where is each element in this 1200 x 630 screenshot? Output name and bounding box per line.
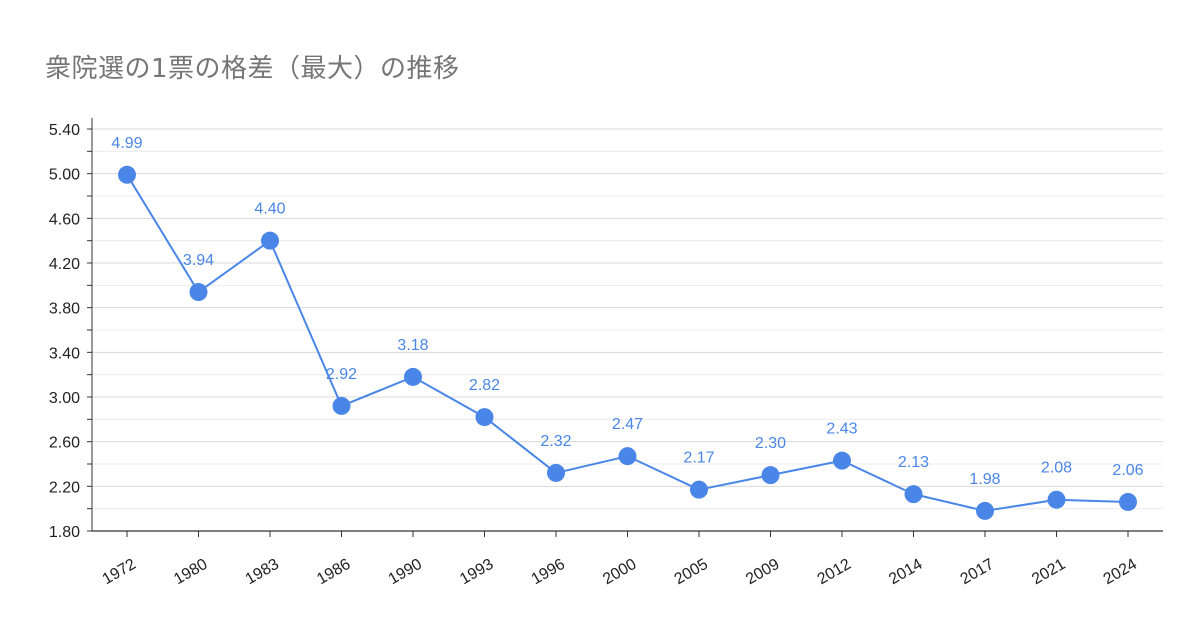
- x-tick-label: 1972: [100, 556, 139, 589]
- y-tick-label: 1.80: [49, 524, 80, 541]
- data-point: [833, 451, 851, 470]
- data-point: [118, 165, 136, 184]
- data-label: 2.82: [469, 377, 500, 394]
- data-point: [618, 447, 637, 466]
- x-tick-label: 1986: [314, 556, 353, 589]
- gridlines: [92, 128, 1163, 510]
- y-tick-label: 2.20: [49, 479, 80, 496]
- data-label: 4.40: [254, 201, 285, 218]
- data-point: [404, 367, 422, 386]
- axes: 1.80 2.20 2.60 3.00 3.40 3.80 4.20 4.60 5.00 5.40…: [49, 118, 1163, 588]
- y-tick-label: 3.80: [49, 301, 80, 318]
- data-label: 2.17: [683, 450, 714, 467]
- x-tick-label: 1980: [171, 556, 210, 589]
- x-tick-label: 1996: [529, 556, 568, 589]
- data-point: [690, 480, 708, 499]
- x-tick-label: 2024: [1101, 556, 1140, 589]
- data-point: [332, 396, 351, 415]
- x-tick-label: 1983: [243, 556, 282, 589]
- series-line-group: [118, 165, 1137, 520]
- data-point: [189, 283, 208, 302]
- x-tick-label: 2000: [600, 556, 639, 589]
- data-label: 2.43: [826, 421, 857, 438]
- x-tick-label: 2017: [958, 556, 997, 589]
- y-tick-label: 3.00: [49, 390, 80, 407]
- y-tick-label: 2.60: [49, 435, 80, 452]
- data-label: 2.32: [540, 433, 571, 450]
- x-tick-label: 1990: [386, 556, 425, 589]
- data-label: 2.08: [1041, 460, 1072, 477]
- x-tick-label: 2005: [672, 556, 711, 589]
- data-point: [904, 485, 923, 504]
- data-point: [475, 408, 494, 427]
- data-labels: 4.99 3.94 4.40 2.92 3.18 2.82 2.32 2.47 2.17 2.30…: [111, 135, 1143, 488]
- data-label: 4.99: [111, 135, 142, 152]
- chart-title: 衆院選の1票の格差（最大）の推移: [45, 54, 460, 84]
- data-label: 2.13: [898, 454, 929, 471]
- y-tick-label: 5.00: [49, 167, 80, 184]
- data-label: 2.06: [1112, 462, 1143, 479]
- data-label: 2.92: [326, 366, 357, 383]
- data-label: 3.94: [183, 252, 214, 269]
- data-point: [1047, 490, 1066, 509]
- data-point: [547, 463, 565, 482]
- x-tick-label: 2009: [743, 556, 782, 589]
- y-tick-label: 5.40: [49, 122, 80, 139]
- data-point: [1119, 492, 1137, 511]
- data-label: 3.18: [397, 337, 428, 354]
- data-point: [761, 466, 780, 485]
- y-tick-label: 3.40: [49, 345, 80, 362]
- x-tick-label: 2021: [1029, 556, 1068, 589]
- data-label: 2.47: [612, 416, 643, 433]
- y-tick-label: 4.60: [49, 211, 80, 228]
- x-tick-label: 2012: [815, 556, 854, 589]
- x-tick-label: 2014: [886, 556, 925, 589]
- data-label: 1.98: [969, 471, 1000, 488]
- data-label: 2.30: [755, 435, 786, 452]
- data-point: [261, 231, 279, 250]
- x-tick-label: 1993: [457, 556, 496, 589]
- y-tick-label: 4.20: [49, 256, 80, 273]
- data-point: [976, 501, 994, 520]
